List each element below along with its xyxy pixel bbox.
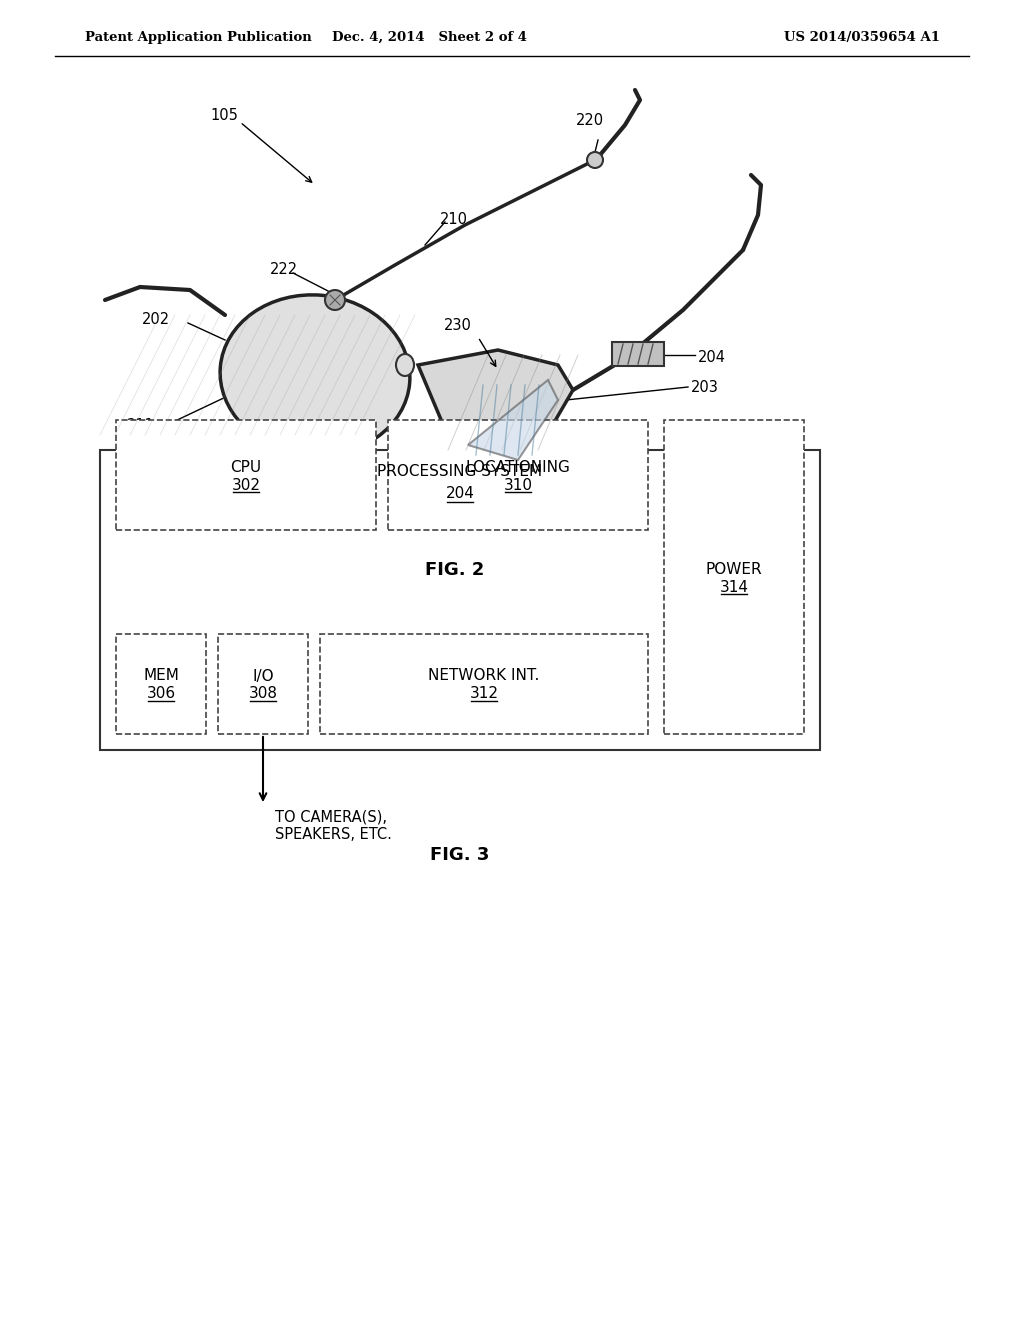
Text: LOCATIONING: LOCATIONING: [466, 459, 570, 474]
Text: SPEAKERS, ETC.: SPEAKERS, ETC.: [275, 828, 392, 842]
Text: I/O: I/O: [252, 668, 273, 684]
Bar: [388, 420, 648, 531]
Text: 314: 314: [720, 579, 749, 594]
Text: TO CAMERA(S),: TO CAMERA(S),: [275, 810, 387, 825]
Text: FIG. 3: FIG. 3: [430, 846, 489, 865]
Text: 220: 220: [575, 114, 604, 128]
Text: FIG. 2: FIG. 2: [425, 561, 484, 579]
Bar: [664, 420, 804, 734]
Text: 211: 211: [127, 417, 155, 433]
FancyBboxPatch shape: [612, 342, 664, 366]
Text: 222: 222: [270, 263, 298, 277]
Text: PROCESSING SYSTEM: PROCESSING SYSTEM: [378, 465, 543, 479]
Text: Dec. 4, 2014   Sheet 2 of 4: Dec. 4, 2014 Sheet 2 of 4: [333, 30, 527, 44]
Bar: [116, 634, 206, 734]
Bar: [100, 450, 820, 750]
Text: 312: 312: [469, 686, 499, 701]
Text: 308: 308: [249, 686, 278, 701]
Circle shape: [325, 290, 345, 310]
Bar: [116, 420, 376, 531]
Text: US 2014/0359654 A1: US 2014/0359654 A1: [784, 30, 940, 44]
Text: 210: 210: [440, 213, 468, 227]
Text: 230: 230: [444, 318, 472, 333]
Bar: [218, 634, 308, 734]
Bar: [319, 634, 648, 734]
Ellipse shape: [220, 294, 410, 455]
Text: POWER: POWER: [706, 561, 762, 577]
Text: CPU: CPU: [230, 459, 261, 474]
Text: 105: 105: [210, 107, 238, 123]
Text: 310: 310: [504, 478, 532, 492]
Ellipse shape: [396, 354, 414, 376]
Polygon shape: [418, 350, 573, 459]
Text: 306: 306: [146, 686, 175, 701]
Text: 202: 202: [142, 313, 170, 327]
Text: NETWORK INT.: NETWORK INT.: [428, 668, 540, 684]
Text: MEM: MEM: [143, 668, 179, 684]
Text: 204: 204: [445, 487, 474, 502]
Polygon shape: [468, 380, 558, 459]
Text: Patent Application Publication: Patent Application Publication: [85, 30, 311, 44]
Text: 203: 203: [691, 380, 719, 395]
Text: 302: 302: [231, 478, 260, 492]
Circle shape: [587, 152, 603, 168]
Text: 204: 204: [698, 350, 726, 364]
